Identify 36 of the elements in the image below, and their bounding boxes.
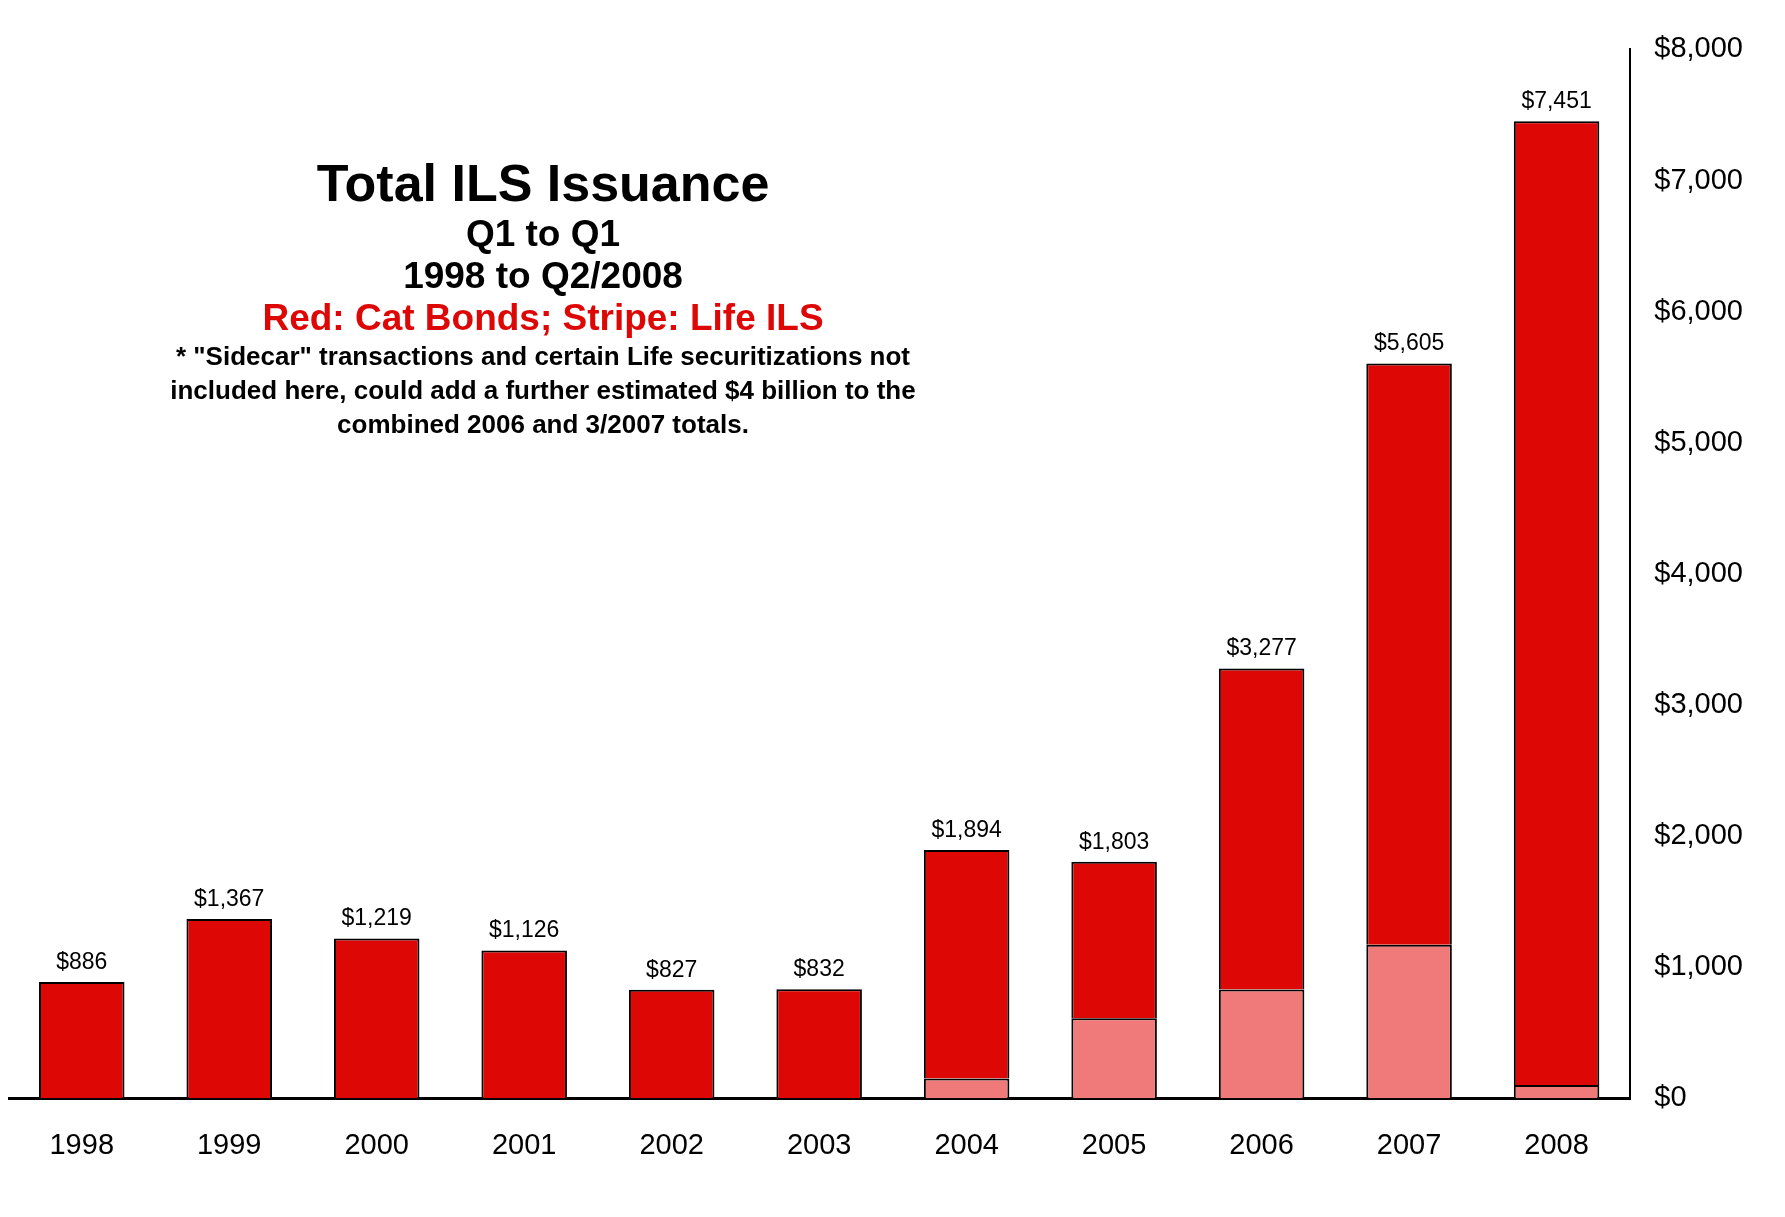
y-tick-label: $3,000 [1654, 686, 1743, 719]
y-tick-label: $6,000 [1654, 293, 1743, 326]
y-tick-label: $0 [1654, 1080, 1687, 1113]
total-label: $1,367 [194, 884, 265, 911]
text: Total ILS Issuance [315, 153, 771, 213]
x-tick-label: 2004 [934, 1127, 999, 1160]
total-label: $832 [793, 954, 845, 981]
total-label: $886 [56, 947, 108, 974]
x-tick-label: 2007 [1376, 1127, 1442, 1160]
x-tick-label: 2002 [639, 1127, 704, 1160]
x-tick-label: 1998 [49, 1127, 114, 1160]
annotation: Q1 to Q1 [464, 213, 622, 255]
text: Red: Cat Bonds; Stripe: Life ILS [261, 297, 825, 339]
x-tick-label: 2008 [1524, 1127, 1589, 1160]
y-tick-label: $1,000 [1654, 949, 1743, 982]
x-tick-label: 1999 [196, 1127, 262, 1160]
total-label: $5,605 [1373, 329, 1445, 356]
y-tick-label: $4,000 [1654, 555, 1743, 588]
annotation: 1998 to Q2/2008 [402, 255, 684, 297]
total-label: $827 [646, 955, 698, 982]
total-label: $3,277 [1226, 634, 1297, 661]
x-tick-label: 2006 [1229, 1127, 1294, 1160]
y-tick-label: $7,000 [1654, 162, 1743, 195]
x-tick-label: 2005 [1081, 1127, 1147, 1160]
total-label: $7,451 [1521, 87, 1592, 114]
total-label: $1,219 [341, 904, 412, 931]
x-tick-label: 2003 [786, 1127, 852, 1160]
total-label: $1,126 [489, 916, 560, 943]
annotation: * "Sidecar" transactions and certain Life securitizations not included here, could add a further estimated $4 billion to the combined 2006 and 3/2007 totals. [169, 340, 917, 441]
y-tick-label: $5,000 [1654, 424, 1743, 457]
total-label: $1,894 [931, 815, 1003, 842]
total-label: $1,803 [1078, 827, 1150, 854]
y-tick-label: $8,000 [1654, 31, 1743, 64]
x-tick-label: 2001 [491, 1127, 557, 1160]
y-tick-label: $2,000 [1654, 818, 1743, 850]
x-tick-label: 2000 [344, 1127, 409, 1160]
